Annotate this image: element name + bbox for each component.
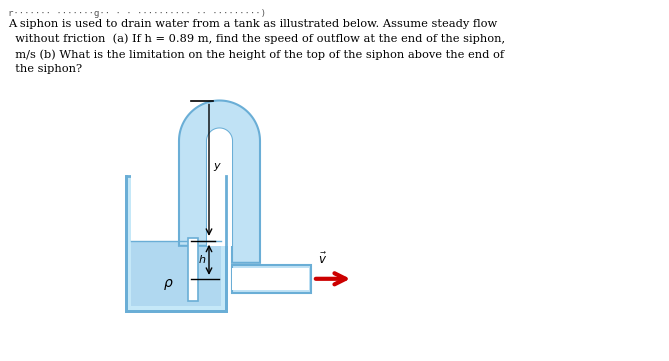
Text: h: h	[199, 255, 206, 265]
Polygon shape	[232, 265, 311, 293]
Polygon shape	[179, 100, 260, 263]
Polygon shape	[131, 174, 221, 306]
Text: A siphon is used to drain water from a tank as illustrated below. Assume steady : A siphon is used to drain water from a t…	[8, 19, 505, 74]
Text: r······· ·······g·· · · ·········· ·· ·········): r······· ·······g·· · · ·········· ·· ··…	[8, 9, 266, 18]
Polygon shape	[188, 238, 198, 301]
Polygon shape	[131, 241, 221, 306]
Polygon shape	[126, 176, 226, 311]
Polygon shape	[232, 268, 309, 290]
Text: y: y	[213, 161, 219, 171]
Polygon shape	[207, 141, 232, 246]
Text: ρ: ρ	[164, 276, 173, 290]
Polygon shape	[207, 129, 232, 141]
Text: $\vec{v}$: $\vec{v}$	[318, 252, 327, 267]
